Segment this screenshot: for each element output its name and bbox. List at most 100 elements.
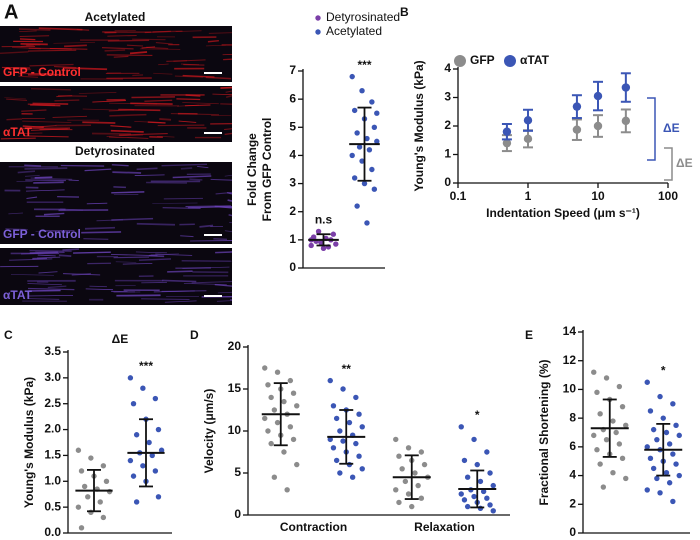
fiber bbox=[224, 128, 233, 131]
data-point bbox=[603, 436, 610, 443]
data-point bbox=[673, 461, 679, 467]
legend-marker bbox=[454, 55, 466, 67]
fiber bbox=[111, 217, 154, 221]
data-point bbox=[359, 158, 365, 164]
significance: * bbox=[475, 408, 480, 422]
fiber bbox=[43, 212, 65, 216]
fiber bbox=[141, 298, 190, 300]
legend-marker bbox=[315, 15, 321, 21]
legend-marker bbox=[315, 29, 321, 35]
data-point bbox=[412, 470, 418, 476]
y-tick-label: 20 bbox=[228, 339, 242, 353]
data-point bbox=[97, 499, 103, 505]
fiber bbox=[213, 237, 228, 241]
fiber bbox=[101, 46, 134, 50]
fiber bbox=[92, 100, 127, 103]
fiber bbox=[119, 133, 168, 136]
data-point bbox=[623, 422, 629, 429]
data-point bbox=[644, 379, 650, 385]
fiber bbox=[27, 287, 75, 291]
significance: ** bbox=[342, 362, 352, 376]
fiber bbox=[170, 113, 220, 116]
fiber bbox=[109, 113, 147, 117]
data-point bbox=[461, 457, 468, 464]
fiber bbox=[107, 35, 137, 37]
data-point bbox=[597, 411, 603, 417]
y-tick-label: 5 bbox=[234, 465, 241, 479]
data-point bbox=[75, 504, 82, 510]
y-axis-label: Fractional Shortening (%) bbox=[537, 359, 551, 505]
fiber bbox=[53, 65, 77, 69]
data-point bbox=[471, 436, 477, 443]
fiber bbox=[111, 191, 145, 194]
data-point bbox=[146, 439, 152, 446]
fiber bbox=[178, 120, 197, 123]
fiber bbox=[6, 98, 28, 101]
y-tick-label: 10 bbox=[563, 382, 577, 396]
fiber bbox=[82, 108, 120, 111]
data-point bbox=[474, 461, 480, 468]
significance: n.s bbox=[315, 213, 333, 227]
data-point bbox=[399, 466, 405, 472]
fiber bbox=[205, 76, 232, 80]
data-point bbox=[523, 134, 533, 144]
fiber bbox=[56, 95, 73, 98]
fiber bbox=[19, 38, 36, 41]
fiber bbox=[199, 224, 214, 228]
data-point bbox=[333, 415, 340, 422]
x-tick-label: 10 bbox=[591, 189, 605, 203]
fiber bbox=[224, 174, 233, 177]
legend-label: αTAT bbox=[520, 53, 550, 67]
fiber bbox=[162, 279, 197, 283]
y-tick-label: 1 bbox=[289, 232, 296, 246]
data-point bbox=[140, 463, 146, 469]
micrograph bbox=[0, 26, 232, 82]
data-point bbox=[290, 390, 297, 396]
y-tick-label: 4 bbox=[569, 468, 576, 482]
fiber bbox=[60, 164, 105, 167]
data-point bbox=[421, 461, 428, 468]
fiber bbox=[175, 30, 202, 32]
fiber bbox=[28, 49, 77, 52]
fiber bbox=[62, 248, 80, 251]
y-tick-label: 15 bbox=[228, 381, 242, 395]
fiber bbox=[0, 137, 36, 140]
fiber bbox=[32, 102, 69, 105]
fiber bbox=[0, 51, 29, 55]
fiber bbox=[107, 39, 150, 42]
data-point bbox=[490, 482, 496, 489]
fiber bbox=[78, 92, 117, 94]
bracket bbox=[647, 97, 656, 161]
data-point bbox=[364, 135, 370, 142]
data-point bbox=[354, 203, 360, 209]
data-point bbox=[464, 474, 471, 480]
fiber bbox=[224, 230, 233, 233]
fiber bbox=[83, 238, 109, 240]
data-point bbox=[88, 455, 94, 461]
fiber bbox=[182, 102, 219, 105]
data-point bbox=[351, 107, 358, 114]
fiber bbox=[189, 178, 203, 181]
data-point bbox=[600, 484, 607, 490]
fiber bbox=[176, 98, 201, 101]
fiber bbox=[27, 103, 56, 106]
fiber bbox=[155, 42, 173, 45]
fiber bbox=[184, 104, 211, 107]
fiber bbox=[225, 95, 233, 98]
data-point bbox=[613, 429, 619, 436]
fiber bbox=[118, 108, 161, 112]
data-point bbox=[572, 125, 582, 134]
data-point bbox=[593, 121, 603, 131]
fiber bbox=[84, 168, 112, 172]
fiber bbox=[24, 167, 68, 170]
fiber bbox=[58, 254, 72, 257]
data-point bbox=[140, 385, 146, 391]
data-point bbox=[502, 138, 512, 148]
fiber bbox=[182, 266, 230, 269]
data-point bbox=[623, 475, 629, 482]
fiber bbox=[3, 68, 32, 71]
image-label: GFP - Control bbox=[3, 227, 81, 241]
data-point bbox=[100, 463, 107, 469]
data-point bbox=[610, 418, 616, 424]
